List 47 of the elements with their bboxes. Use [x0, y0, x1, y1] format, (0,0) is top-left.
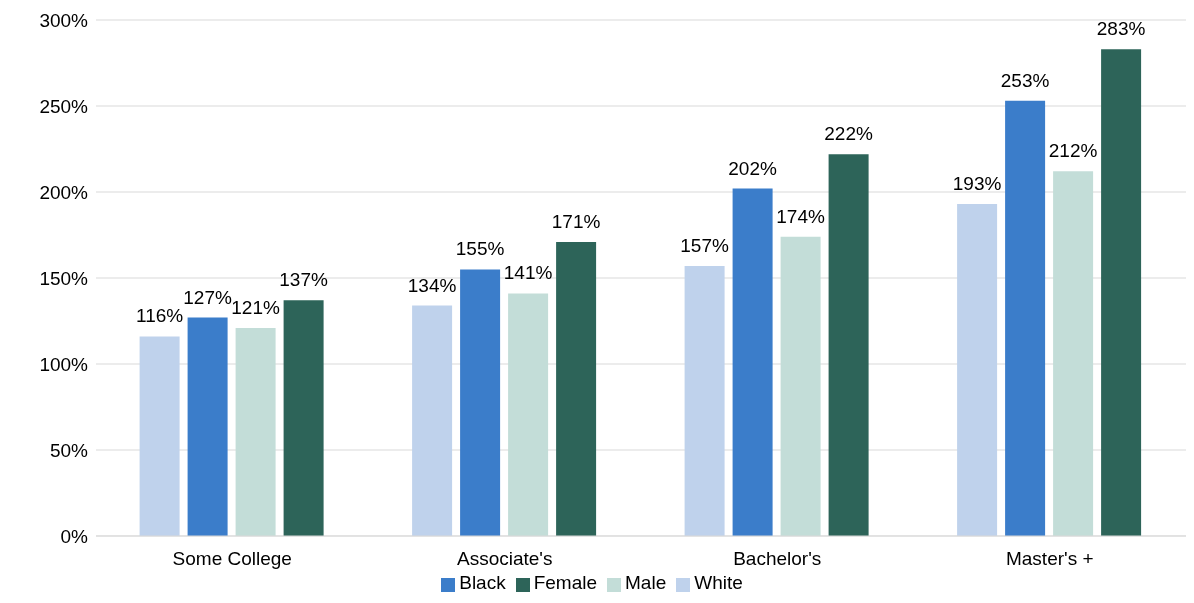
bar	[684, 265, 725, 536]
data-label: 141%	[503, 262, 553, 284]
bar	[460, 269, 501, 536]
data-label: 253%	[1000, 69, 1050, 91]
data-label: 116%	[136, 305, 184, 327]
data-label: 193%	[952, 173, 1002, 195]
x-tick-label: Bachelor's	[733, 548, 822, 570]
data-label: 283%	[1096, 18, 1146, 40]
data-label: 171%	[551, 210, 601, 232]
legend-label: Female	[533, 572, 598, 593]
y-tick-label: 100%	[39, 353, 89, 375]
x-tick-label: Some College	[172, 548, 292, 570]
y-tick-label: 0%	[60, 525, 89, 547]
legend-label: White	[694, 572, 743, 593]
bar	[732, 188, 773, 536]
legend-label: Male	[625, 572, 667, 593]
y-tick-label: 150%	[39, 267, 89, 289]
x-tick-label: Associate's	[456, 548, 553, 570]
data-label: 134%	[407, 274, 457, 296]
y-tick-label: 300%	[39, 9, 89, 31]
y-tick-label: 50%	[49, 439, 89, 461]
data-label: 137%	[279, 269, 328, 291]
data-label: 212%	[1048, 140, 1098, 162]
bar	[235, 327, 276, 536]
data-label: 157%	[680, 234, 729, 256]
data-label: 202%	[728, 157, 777, 179]
legend-label: Black	[459, 572, 506, 593]
bar	[556, 241, 597, 536]
bar	[1005, 100, 1046, 536]
bar	[957, 204, 998, 536]
data-label: 155%	[455, 238, 505, 260]
x-tick-label: Master's +	[1005, 548, 1094, 570]
bar	[508, 293, 549, 536]
bar	[828, 154, 869, 536]
bar	[283, 300, 324, 536]
bar	[1101, 49, 1142, 536]
bar	[139, 336, 180, 536]
data-label: 174%	[776, 205, 825, 227]
bar	[1053, 171, 1094, 536]
y-tick-label: 250%	[39, 95, 89, 117]
bar	[412, 305, 453, 536]
data-label: 222%	[824, 123, 873, 145]
y-tick-label: 200%	[39, 181, 89, 203]
data-label: 127%	[183, 286, 232, 308]
data-label: 121%	[231, 296, 280, 318]
bar	[187, 317, 228, 536]
bar	[780, 236, 821, 536]
